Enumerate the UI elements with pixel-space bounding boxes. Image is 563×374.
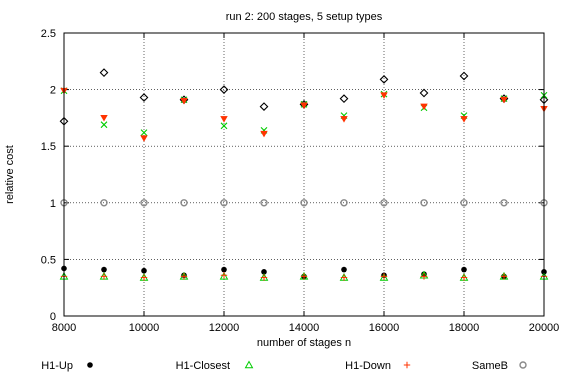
x-tick-label: 18000 <box>449 322 480 334</box>
data-point <box>420 103 428 111</box>
data-point <box>100 199 108 207</box>
y-axis-label: relative cost <box>4 145 16 204</box>
data-point <box>460 199 468 207</box>
data-point <box>261 269 267 275</box>
data-point <box>260 199 268 207</box>
legend-marker <box>87 362 93 368</box>
data-point <box>220 122 228 130</box>
data-point <box>380 199 388 207</box>
x-tick-label: 14000 <box>289 322 320 334</box>
data-point <box>340 274 348 281</box>
data-point <box>420 273 428 280</box>
data-point <box>101 266 107 273</box>
legend: H1-Up H1-Closest H1-Down SameB <box>41 360 527 372</box>
data-point <box>140 199 148 207</box>
data-point <box>460 274 468 281</box>
data-point <box>99 68 109 77</box>
data-point <box>100 121 108 129</box>
data-point <box>139 93 149 102</box>
legend-label: H1-Closest <box>176 360 230 372</box>
legend-marker <box>244 360 254 369</box>
data-point <box>219 271 229 280</box>
data-point <box>180 273 188 280</box>
data-point <box>341 266 347 273</box>
data-point <box>260 130 268 138</box>
data-point <box>500 96 508 104</box>
data-point <box>219 85 229 94</box>
data-point <box>500 273 508 280</box>
data-point <box>380 92 388 99</box>
data-point <box>140 135 148 142</box>
x-tick-label: 12000 <box>209 322 240 334</box>
data-point <box>460 116 468 123</box>
data-point <box>180 98 188 105</box>
legend-label: H1-Up <box>41 360 73 372</box>
legend-label: SameB <box>472 360 508 372</box>
y-tick-label: 1.5 <box>41 141 56 153</box>
legend-label: H1-Down <box>345 360 391 372</box>
data-point <box>300 102 308 110</box>
data-point <box>100 115 108 122</box>
y-tick-label: 0.5 <box>41 254 56 266</box>
chart-title: run 2: 200 stages, 5 setup types <box>226 11 383 23</box>
data-point <box>500 199 508 207</box>
data-point <box>459 71 469 81</box>
grid <box>64 33 544 316</box>
axis-ticks: 8000 10000 12000 14000 16000 18000 20000 0 0.5 1 1… <box>41 28 560 334</box>
x-tick-label: 8000 <box>52 322 76 334</box>
y-tick-label: 1 <box>50 198 56 210</box>
data-point <box>140 129 148 137</box>
x-tick-label: 10000 <box>129 322 160 334</box>
y-tick-label: 2.5 <box>41 28 56 40</box>
data-point <box>140 274 148 281</box>
y-tick-label: 2 <box>50 85 56 97</box>
series-h1-down <box>60 272 548 281</box>
data-point <box>340 199 348 207</box>
legend-marker <box>403 361 411 369</box>
data-point <box>340 116 348 123</box>
data-point <box>419 88 429 98</box>
data-point <box>420 199 428 207</box>
data-point <box>379 75 389 84</box>
data-point <box>461 266 467 273</box>
data-point <box>260 274 268 281</box>
data-point <box>379 272 389 281</box>
data-point <box>220 199 228 207</box>
data-point <box>380 273 388 280</box>
x-axis-label: number of stages n <box>257 337 351 349</box>
x-tick-label: 16000 <box>369 322 400 334</box>
data-point <box>180 199 188 207</box>
data-point <box>220 116 228 123</box>
data-point <box>141 267 147 274</box>
data-point <box>259 102 269 111</box>
legend-marker <box>519 361 527 369</box>
data-point <box>339 94 349 104</box>
x-tick-label: 20000 <box>529 322 560 334</box>
data-point <box>300 199 308 207</box>
data-point <box>100 273 108 280</box>
y-tick-label: 0 <box>50 311 56 323</box>
data-point <box>221 266 227 273</box>
data-point <box>220 272 228 279</box>
plot-frame <box>63 32 545 317</box>
data-point <box>300 273 308 280</box>
